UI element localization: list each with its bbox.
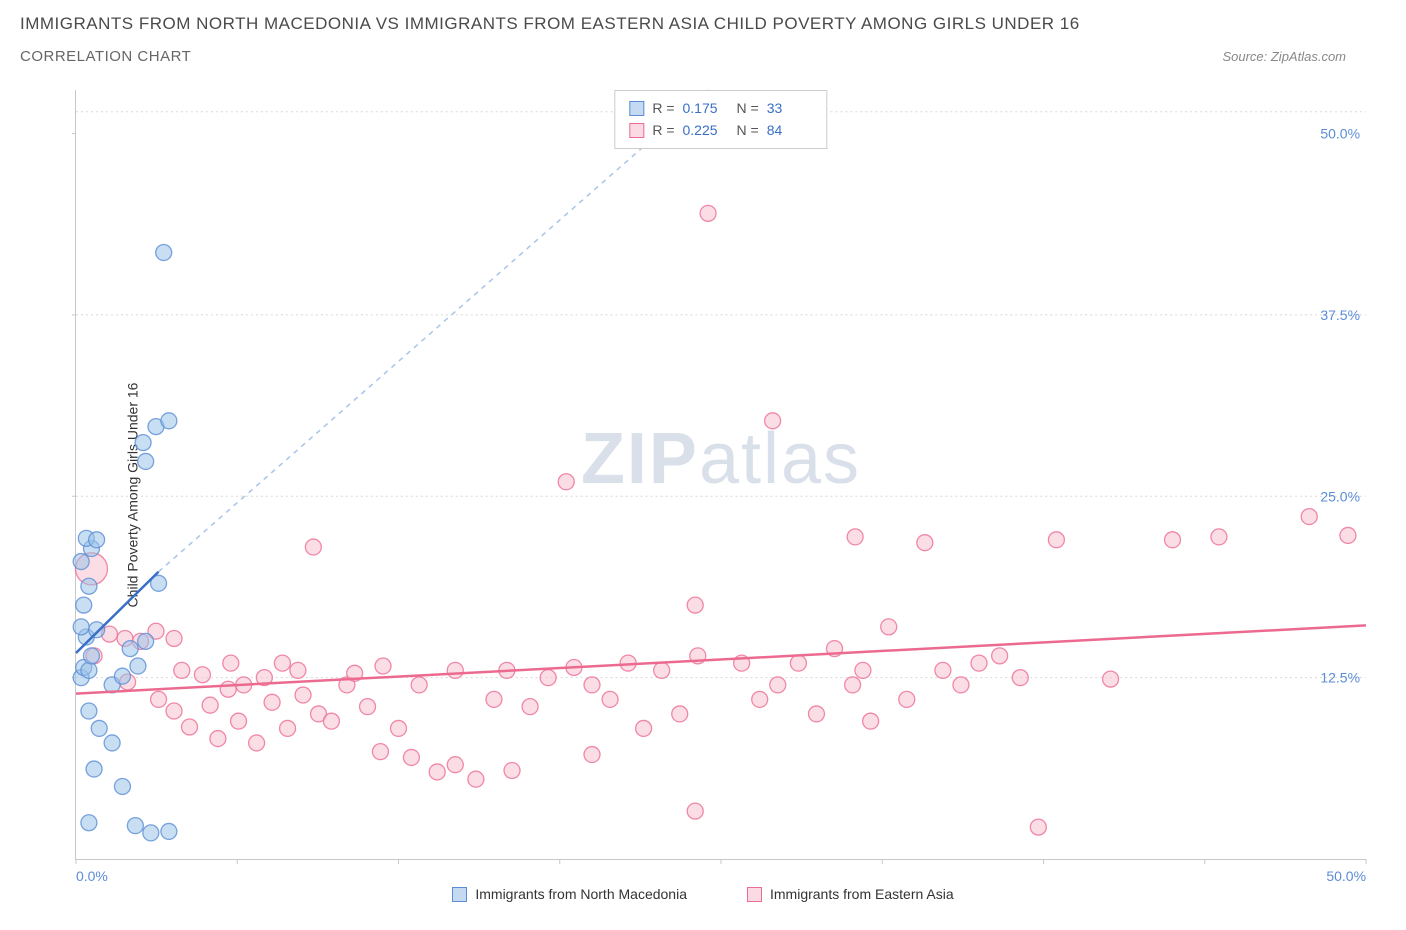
header: IMMIGRANTS FROM NORTH MACEDONIA VS IMMIG… — [0, 0, 1406, 65]
source-attribution: Source: ZipAtlas.com — [1222, 49, 1346, 64]
swatch-pink-icon — [747, 887, 762, 902]
svg-text:50.0%: 50.0% — [1326, 868, 1366, 884]
n-value-pink: 84 — [767, 119, 813, 141]
legend-label-blue: Immigrants from North Macedonia — [475, 886, 687, 902]
legend-item-blue: Immigrants from North Macedonia — [452, 886, 687, 902]
swatch-blue-icon — [452, 887, 467, 902]
swatch-pink-icon — [629, 123, 644, 138]
series-legend: Immigrants from North Macedonia Immigran… — [20, 886, 1386, 902]
r-label: R = — [652, 97, 674, 119]
svg-text:0.0%: 0.0% — [76, 868, 108, 884]
n-label: N = — [737, 119, 759, 141]
legend-label-pink: Immigrants from Eastern Asia — [770, 886, 954, 902]
stats-row-blue: R = 0.175 N = 33 — [629, 97, 812, 119]
n-label: N = — [737, 97, 759, 119]
r-value-blue: 0.175 — [683, 97, 729, 119]
chart-subtitle: CORRELATION CHART — [20, 48, 191, 65]
legend-item-pink: Immigrants from Eastern Asia — [747, 886, 954, 902]
chart-container: Child Poverty Among Girls Under 16 ZIPat… — [20, 80, 1386, 910]
svg-text:25.0%: 25.0% — [1320, 488, 1360, 504]
svg-text:12.5%: 12.5% — [1320, 670, 1360, 686]
correlation-stats-legend: R = 0.175 N = 33 R = 0.225 N = 84 — [614, 90, 827, 149]
sub-header: CORRELATION CHART Source: ZipAtlas.com — [20, 48, 1386, 65]
swatch-blue-icon — [629, 101, 644, 116]
r-label: R = — [652, 119, 674, 141]
svg-text:50.0%: 50.0% — [1320, 126, 1360, 142]
n-value-blue: 33 — [767, 97, 813, 119]
chart-title: IMMIGRANTS FROM NORTH MACEDONIA VS IMMIG… — [20, 14, 1386, 34]
scatter-plot-svg: 12.5%25.0%37.5%50.0%0.0%50.0% — [76, 90, 1366, 859]
r-value-pink: 0.225 — [683, 119, 729, 141]
stats-row-pink: R = 0.225 N = 84 — [629, 119, 812, 141]
plot-area: ZIPatlas 12.5%25.0%37.5%50.0%0.0%50.0% R… — [75, 90, 1366, 860]
svg-text:37.5%: 37.5% — [1320, 307, 1360, 323]
